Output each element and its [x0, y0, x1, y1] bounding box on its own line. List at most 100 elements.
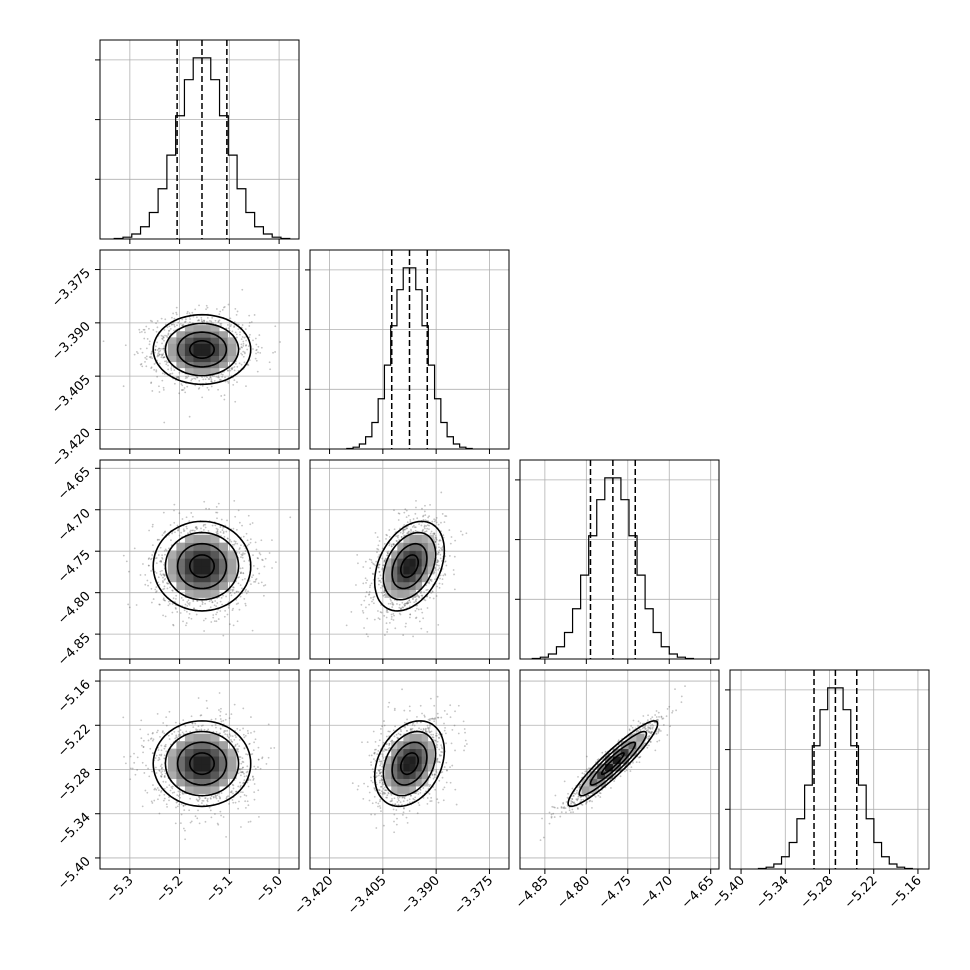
sample-point: [647, 735, 649, 738]
sample-point: [212, 795, 215, 798]
sample-point: [204, 602, 207, 605]
sample-point: [376, 536, 379, 539]
sample-point: [572, 811, 575, 814]
sample-point: [361, 741, 363, 744]
sample-point: [251, 522, 254, 524]
sample-point: [231, 735, 234, 738]
sample-point: [224, 376, 226, 379]
sample-point: [186, 601, 189, 603]
sample-point: [148, 343, 151, 346]
sample-point: [432, 733, 435, 736]
density-cell: [193, 367, 203, 375]
density-cell: [219, 349, 228, 356]
sample-point: [380, 778, 383, 781]
sample-point: [406, 602, 409, 605]
sample-point: [190, 820, 193, 823]
sample-point: [139, 728, 142, 731]
sample-point: [237, 807, 240, 810]
density-cell: [403, 558, 410, 567]
sample-point: [183, 529, 186, 532]
sample-point: [238, 767, 241, 770]
sample-point: [242, 350, 245, 353]
sample-point: [444, 573, 446, 575]
sample-point: [175, 376, 178, 379]
sample-point: [153, 368, 156, 371]
sample-point: [216, 530, 219, 533]
sample-point: [377, 556, 380, 558]
sample-point: [397, 797, 400, 800]
sample-point: [164, 318, 167, 321]
sample-point: [234, 400, 237, 403]
sample-point: [178, 392, 181, 395]
sample-point: [242, 340, 245, 343]
sample-point: [241, 578, 244, 581]
sample-point: [197, 697, 200, 699]
sample-point: [237, 582, 240, 585]
density-cell: [227, 763, 237, 772]
sample-point: [176, 736, 179, 739]
sample-point: [244, 550, 247, 552]
sample-point: [362, 582, 365, 585]
sample-point: [163, 599, 166, 602]
sample-point: [176, 376, 179, 378]
sample-point: [159, 559, 162, 562]
sample-point: [384, 749, 387, 752]
sample-point: [430, 733, 433, 736]
density-cell: [176, 566, 186, 575]
sample-point: [639, 755, 642, 758]
histogram-panel-4: −5.40 −5.34 −5.28 −5.22 −5.16: [709, 669, 930, 912]
y-tick-label: −4.75: [55, 547, 94, 586]
sample-point: [223, 394, 226, 397]
density-cell: [219, 581, 228, 591]
sample-point: [436, 746, 438, 749]
sample-point: [419, 721, 422, 724]
sample-point: [646, 729, 648, 732]
sample-point: [383, 634, 386, 637]
sample-point: [216, 794, 219, 797]
sample-point: [437, 523, 440, 526]
sample-point: [560, 806, 563, 808]
sample-point: [150, 355, 152, 358]
density-cell: [193, 733, 203, 742]
sample-point: [400, 730, 402, 733]
density-cell: [210, 349, 220, 356]
sample-point: [408, 599, 411, 602]
sample-point: [641, 727, 644, 730]
sample-point: [576, 789, 578, 792]
sample-point: [388, 730, 391, 733]
density-cell: [193, 756, 203, 765]
sample-point: [446, 713, 449, 716]
sample-point: [648, 726, 650, 729]
sample-point: [433, 776, 436, 778]
sample-point: [174, 822, 177, 825]
sample-point: [190, 715, 193, 718]
sample-point: [152, 328, 155, 331]
sample-point: [133, 353, 136, 356]
sample-point: [168, 784, 171, 787]
sample-point: [124, 344, 127, 347]
density-cell: [176, 331, 186, 338]
sample-point: [416, 715, 418, 718]
sample-point: [381, 567, 384, 570]
sample-point: [165, 716, 168, 718]
sample-point: [167, 604, 170, 607]
sample-point: [389, 598, 392, 601]
sample-point: [172, 312, 175, 315]
sample-point: [241, 791, 244, 794]
sample-point: [102, 340, 105, 343]
sample-point: [223, 730, 226, 732]
sample-point: [229, 592, 231, 594]
sample-point: [386, 534, 388, 537]
sample-point: [153, 788, 156, 791]
contour-line: [400, 752, 419, 776]
sample-point: [177, 529, 180, 532]
sample-point: [438, 546, 440, 549]
sample-point: [167, 364, 169, 367]
sample-point: [413, 601, 416, 604]
sample-point: [222, 719, 225, 722]
sample-point: [668, 705, 671, 708]
density-cell: [184, 534, 194, 544]
sample-point: [217, 320, 220, 323]
sample-point: [201, 396, 204, 399]
sample-point: [214, 813, 216, 815]
